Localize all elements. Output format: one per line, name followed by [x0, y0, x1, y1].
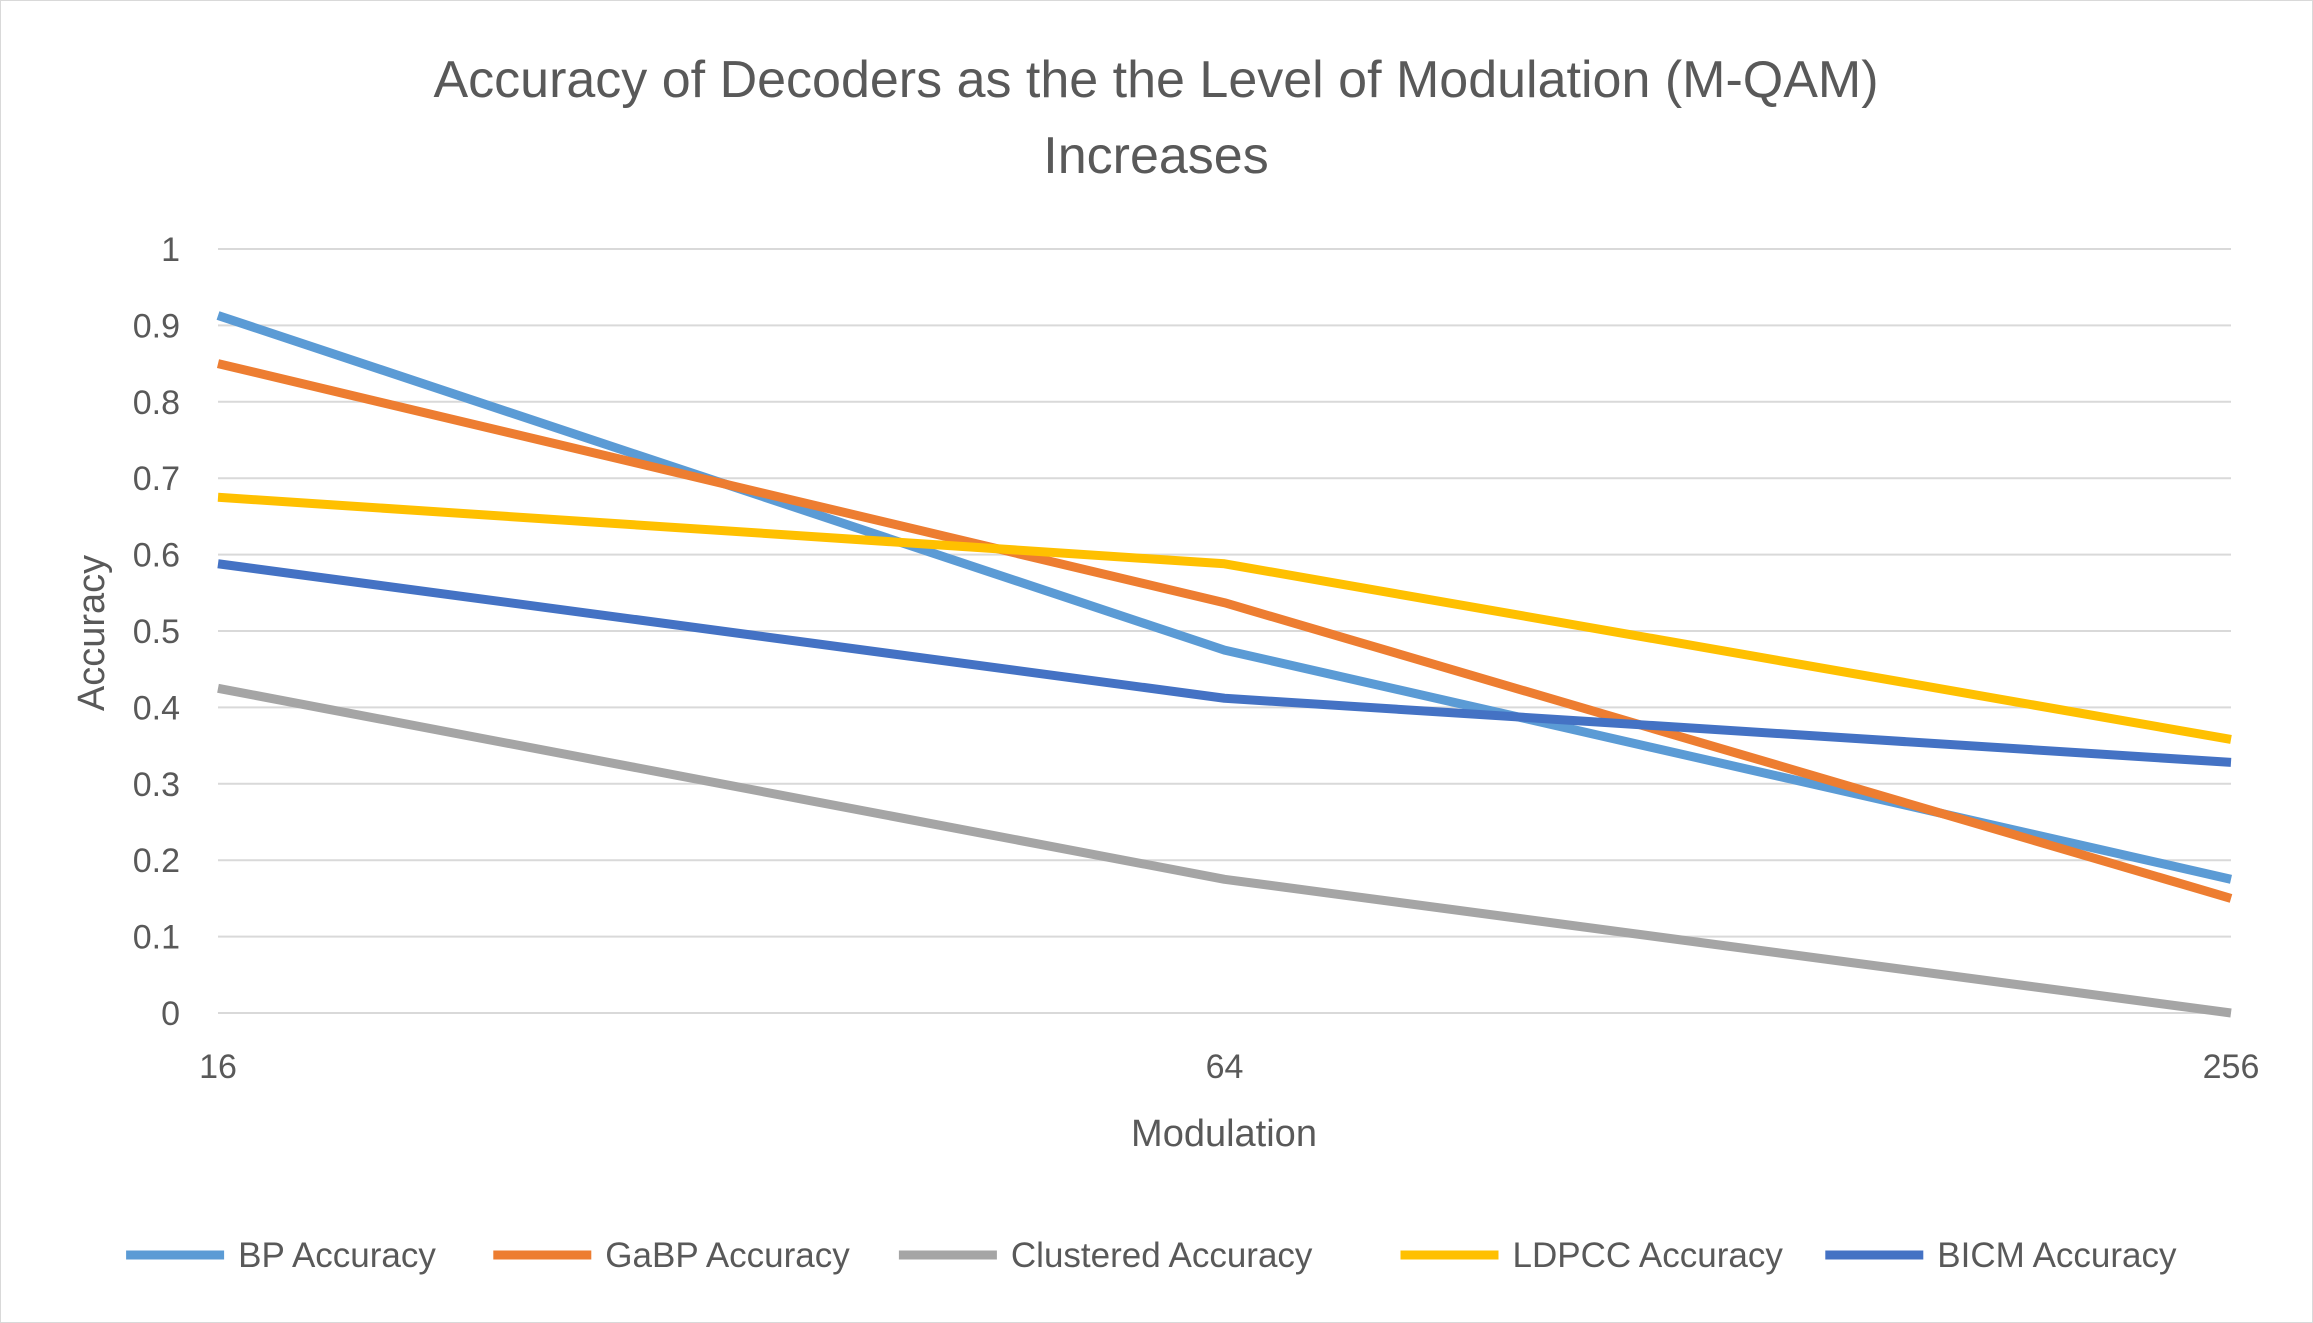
x-tick-label: 256 — [2203, 1048, 2260, 1086]
legend-label: GaBP Accuracy — [605, 1236, 850, 1275]
chart-title-line-2: Increases — [1043, 127, 1268, 185]
x-tick-label: 16 — [199, 1048, 237, 1086]
series-lines — [216, 311, 2233, 1018]
chart-title-line-1: Accuracy of Decoders as the the Level of… — [433, 51, 1878, 109]
series-line-3 — [217, 492, 2232, 744]
series-line-1 — [216, 359, 2233, 903]
legend-label: Clustered Accuracy — [1011, 1236, 1313, 1275]
legend-label: BP Accuracy — [238, 1236, 436, 1275]
y-tick-label: 0.5 — [133, 613, 180, 651]
y-tick-label: 0.9 — [133, 307, 180, 345]
x-tick-label: 64 — [1206, 1048, 1244, 1086]
series-line-2 — [217, 683, 2232, 1018]
gridlines — [218, 248, 2231, 1014]
y-tick-label: 0.8 — [133, 384, 180, 422]
y-axis-ticks: 0 0.1 0.2 0.3 0.4 0.5 0.6 0.7 0.8 0.9 1 — [133, 231, 180, 1033]
y-tick-label: 0.2 — [133, 842, 180, 880]
y-tick-label: 0.7 — [133, 460, 180, 498]
y-tick-label: 0.1 — [133, 919, 180, 957]
series-line-4 — [217, 559, 2232, 767]
legend-label: LDPCC Accuracy — [1513, 1236, 1784, 1275]
y-tick-label: 0.3 — [133, 766, 180, 804]
y-tick-label: 1 — [161, 231, 180, 269]
legend: BP Accuracy GaBP Accuracy Clustered Accura… — [126, 1236, 2177, 1275]
y-axis-label: Accuracy — [71, 555, 113, 711]
y-tick-label: 0 — [161, 995, 180, 1033]
x-axis-label: Modulation — [1131, 1113, 1317, 1155]
legend-label: BICM Accuracy — [1937, 1236, 2177, 1275]
x-axis-ticks: 16 64 256 — [199, 1048, 2259, 1086]
y-tick-label: 0.4 — [133, 689, 180, 727]
series-line-0 — [216, 311, 2232, 884]
y-tick-label: 0.6 — [133, 537, 180, 575]
